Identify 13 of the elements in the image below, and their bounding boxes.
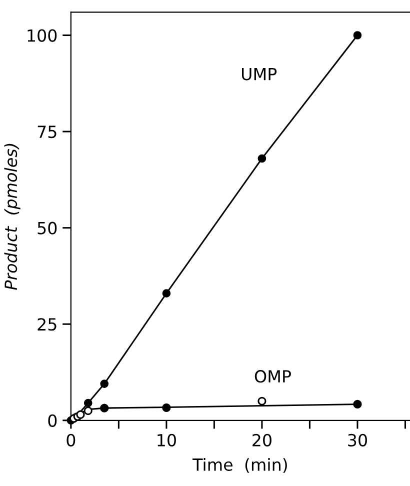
- y-tick-label: 100: [28, 29, 57, 42]
- x-tick-label: 0: [66, 434, 76, 446]
- series-label: OMP: [254, 370, 291, 383]
- x-tick-label: 10: [158, 434, 176, 446]
- y-tick-label: 0: [48, 414, 57, 427]
- x-tick-label: 30: [348, 434, 367, 446]
- y-tick-label: 75: [38, 126, 56, 138]
- y-axis-title: Product (pmoles): [4, 144, 20, 290]
- y-tick-label: 50: [38, 222, 57, 234]
- x-axis-title: Time (min): [192, 458, 287, 473]
- y-tick-label: 25: [38, 318, 56, 331]
- text: UMP: [242, 68, 277, 80]
- x-tick-label: 20: [252, 434, 272, 446]
